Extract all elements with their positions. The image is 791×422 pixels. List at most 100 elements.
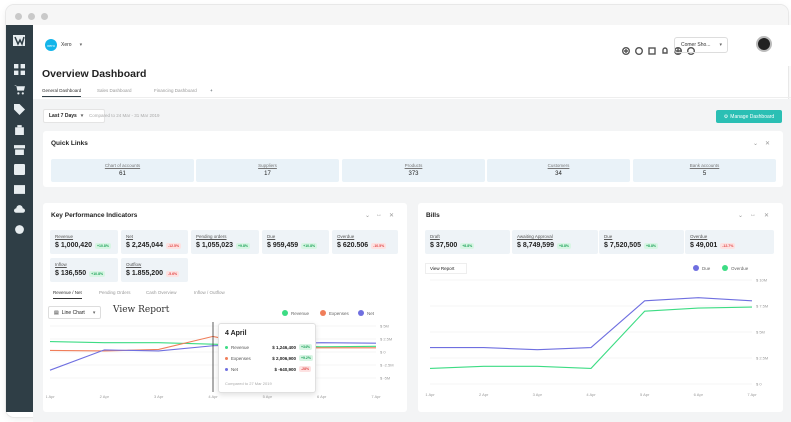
collapse-icon[interactable]: ⌄ <box>753 141 759 147</box>
tooltip-row: Net $ -640,900 -28% <box>225 366 313 372</box>
kpi-value: $ 136,550 <box>55 270 87 277</box>
kpi-label: Due <box>267 234 276 239</box>
dashboard-icon[interactable] <box>12 62 26 76</box>
x-tick-label: 4 Apr <box>208 394 218 399</box>
y-tick-label: $ 7.5M <box>756 304 768 309</box>
plus-icon[interactable] <box>622 42 630 55</box>
chevron-down-icon: ▾ <box>80 113 84 119</box>
chart-type-select[interactable]: ▤ Line Chart ▾ <box>48 306 101 319</box>
legend-swatch <box>225 345 228 349</box>
x-tick-label: 6 Apr <box>317 394 327 399</box>
bell-icon[interactable] <box>661 42 669 54</box>
kpi-tile[interactable]: Due $ 959,459 +10.8% <box>262 230 329 254</box>
dollar-icon[interactable] <box>12 162 26 176</box>
kpi-tile[interactable]: Outflow $ 1.855,200 -5.6% <box>121 258 188 282</box>
bill-tile[interactable]: Awaiting Approval $ 8,749,599 +8.8% <box>512 230 598 254</box>
kpi-line-chart[interactable]: $ 5M $ 2.5M $ 0 $ -2.5M $ -5M 1 Apr 2 Apr 3 Apr… <box>46 322 401 404</box>
bill-tile[interactable]: Draft $ 37,500 +8.8% <box>425 230 510 254</box>
x-tick-label: 1 Apr <box>46 394 55 399</box>
quick-link-label: Bank accounts <box>689 163 720 168</box>
x-tick-label: 1 Apr <box>425 392 435 397</box>
collapse-icon[interactable]: ⌄ <box>738 213 744 219</box>
manage-dashboard-button[interactable]: ⚙ Manage Dashboard <box>716 110 782 123</box>
app-logo-icon[interactable] <box>11 34 27 47</box>
close-icon[interactable]: ✕ <box>389 213 395 219</box>
kpi-tile[interactable]: Net $ 2,245,044 -12.5% <box>121 230 188 254</box>
legend-swatch <box>225 367 228 371</box>
legend-label: Revenue <box>291 310 310 316</box>
chevron-down-icon: ▾ <box>79 42 83 48</box>
legend-swatch <box>693 265 699 271</box>
image-icon[interactable] <box>12 182 26 196</box>
save-icon[interactable] <box>648 42 656 55</box>
org-avatar: xero <box>45 39 57 51</box>
quick-link[interactable]: Suppliers 17 <box>196 159 339 182</box>
period-filter[interactable]: Last 7 Days ▾ <box>43 109 105 123</box>
gear-icon[interactable] <box>12 222 26 236</box>
bag-icon[interactable] <box>12 122 26 136</box>
user-avatar[interactable] <box>756 36 772 52</box>
subtab-revenue-net[interactable]: Revenue / Net <box>53 290 82 299</box>
quick-link-value: 34 <box>555 171 562 177</box>
bill-badge: -12.7% <box>720 242 736 249</box>
kpi-badge: +10.8% <box>89 270 106 277</box>
kpi-tile[interactable]: Revenue $ 1,000,420 +10.8% <box>50 230 118 254</box>
palette-icon[interactable] <box>687 42 695 55</box>
view-report-button[interactable]: View Report <box>425 263 467 274</box>
sidebar <box>6 25 33 412</box>
cloud-icon[interactable] <box>12 202 26 216</box>
cart-icon[interactable] <box>12 82 26 96</box>
kpi-tile[interactable]: Inflow $ 136,550 +10.8% <box>50 258 118 282</box>
close-icon[interactable]: ✕ <box>765 141 771 147</box>
tag-icon[interactable] <box>12 102 26 116</box>
shop-name: Comer Sho... <box>681 42 711 48</box>
box-icon[interactable] <box>12 142 26 156</box>
tooltip-value: $ 1,246,400 <box>272 344 296 350</box>
x-tick-label: 4 Apr <box>586 392 596 397</box>
bills-line-chart[interactable]: $ 10M $ 7.5M $ 5M $ 2.5M $ 0 1 Apr 2 Apr 3 Apr 4… <box>422 276 779 404</box>
expand-icon[interactable]: ↔ <box>376 212 382 218</box>
bill-tile[interactable]: Overdue $ 49,001 -12.7% <box>685 230 774 254</box>
tab-general-dashboard[interactable]: General Dashboard <box>42 88 82 97</box>
shop-selector[interactable]: Comer Sho... ▾ <box>674 37 728 53</box>
kpi-tile[interactable]: Overdue $ 620.506 -10.5% <box>332 230 398 254</box>
quick-link[interactable]: Chart of accounts 61 <box>51 159 194 182</box>
kpi-badge: -12.5% <box>165 242 182 249</box>
bill-badge: +8.8% <box>556 242 572 249</box>
legend-label: Overdue <box>731 265 749 271</box>
subtab-cash-overview[interactable]: Cash Overview <box>146 290 177 295</box>
quick-link-label: Chart of accounts <box>104 163 141 168</box>
kpi-tile[interactable]: Pending orders $ 1,055,023 +9.8% <box>191 230 259 254</box>
quick-link-label: Customers <box>547 163 570 168</box>
quick-link[interactable]: Products 373 <box>342 159 485 182</box>
subtab-inflow-outflow[interactable]: Inflow / Outflow <box>194 290 225 295</box>
window-dot[interactable] <box>15 13 22 20</box>
quick-link[interactable]: Customers 34 <box>487 159 630 182</box>
quick-links-title: Quick Links <box>51 140 88 147</box>
bill-tile[interactable]: Due $ 7,520,505 +8.8% <box>599 230 684 254</box>
tooltip-value: $ 2,006,900 <box>272 355 296 361</box>
org-switcher[interactable]: xero Xero ▾ <box>43 37 86 53</box>
tooltip-row: Expenses $ 2,006,900 +9.2% <box>225 355 313 361</box>
bill-value: $ 7,520,505 <box>604 242 641 249</box>
chat-icon[interactable] <box>635 42 643 55</box>
x-tick-label: 5 Apr <box>263 394 273 399</box>
legend-overdue: Overdue <box>722 265 748 271</box>
tab-financing-dashboard[interactable]: Financing Dashboard <box>154 88 197 93</box>
kpi-value: $ 1,055,023 <box>196 242 233 249</box>
legend-expenses: Expenses <box>320 310 349 316</box>
close-icon[interactable]: ✕ <box>764 213 770 219</box>
window-dot[interactable] <box>41 13 48 20</box>
add-tab-button[interactable]: + <box>210 88 213 93</box>
kpi-title: Key Performance Indicators <box>51 212 138 219</box>
quick-link[interactable]: Bank accounts 5 <box>633 159 776 182</box>
collapse-icon[interactable]: ⌄ <box>365 213 371 219</box>
expand-icon[interactable]: ↔ <box>750 212 756 218</box>
subtab-pending-orders[interactable]: Pending Orders <box>99 290 131 295</box>
tooltip-footer: Compared to 27 Mar 2019 <box>225 381 272 386</box>
window-dot[interactable] <box>28 13 35 20</box>
view-report-link[interactable]: View Report <box>113 305 170 315</box>
tab-sales-dashboard[interactable]: Sales Dashboard <box>97 88 132 93</box>
tooltip-label: Net <box>231 366 239 372</box>
legend-swatch <box>225 356 228 360</box>
